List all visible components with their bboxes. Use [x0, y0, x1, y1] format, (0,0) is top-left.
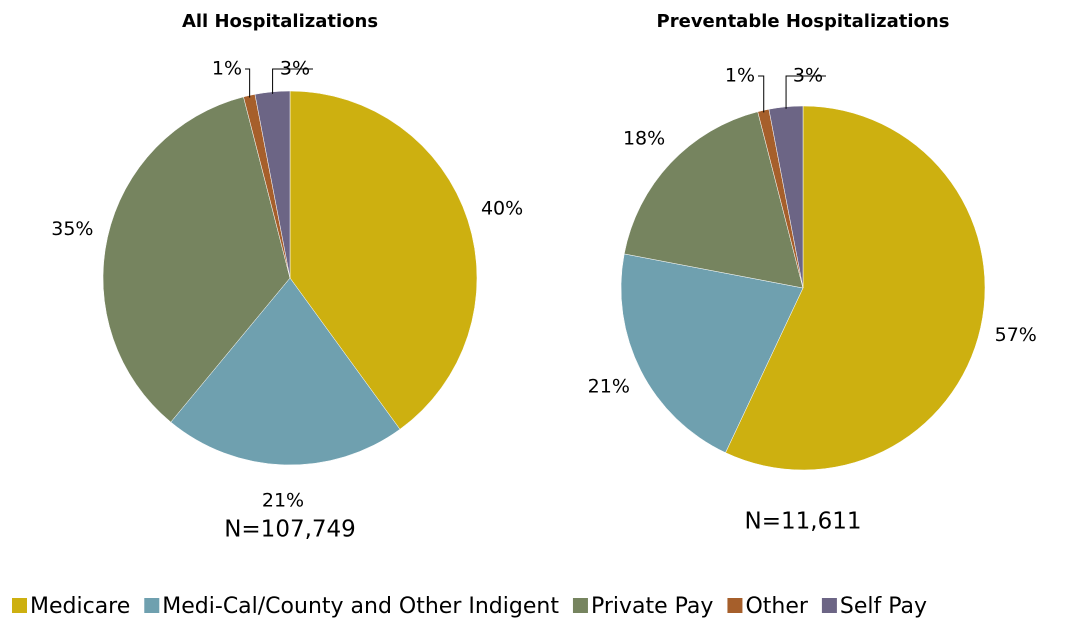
- leader-line: [272, 68, 313, 94]
- data-label: 21%: [588, 375, 630, 397]
- data-label: 57%: [995, 324, 1037, 346]
- legend-label: Medicare: [30, 594, 130, 619]
- pie-slice: [623, 111, 804, 289]
- data-label: 18%: [623, 127, 665, 149]
- legend-label: Medi-Cal/County and Other Indigent: [162, 594, 559, 619]
- leader-line: [785, 75, 826, 109]
- data-label: 1%: [212, 58, 242, 80]
- sample-size: N=11,611: [745, 509, 862, 535]
- legend-label: Other: [745, 594, 808, 619]
- data-label: 1%: [725, 65, 755, 87]
- legend-swatch: [572, 598, 588, 613]
- chart-title: Preventable Hospitalizations: [657, 11, 950, 32]
- data-label: 21%: [262, 489, 304, 511]
- legend-label: Private Pay: [591, 594, 713, 619]
- pie-slice: [725, 105, 986, 471]
- pie-slice: [170, 277, 401, 466]
- legend-swatch: [727, 598, 743, 613]
- pie-slice: [102, 96, 291, 423]
- legend-swatch: [12, 598, 27, 613]
- legend-label: Self Pay: [840, 594, 927, 619]
- legend-swatch: [821, 598, 837, 613]
- pie-slice: [620, 253, 804, 454]
- leader-line: [758, 75, 765, 113]
- pie-slice: [289, 90, 478, 430]
- sample-size: N=107,749: [224, 517, 356, 543]
- leader-line: [245, 68, 251, 98]
- legend-swatch: [144, 598, 160, 613]
- chart-title: All Hospitalizations: [182, 11, 378, 32]
- data-label: 35%: [51, 218, 93, 240]
- data-label: 40%: [481, 198, 523, 220]
